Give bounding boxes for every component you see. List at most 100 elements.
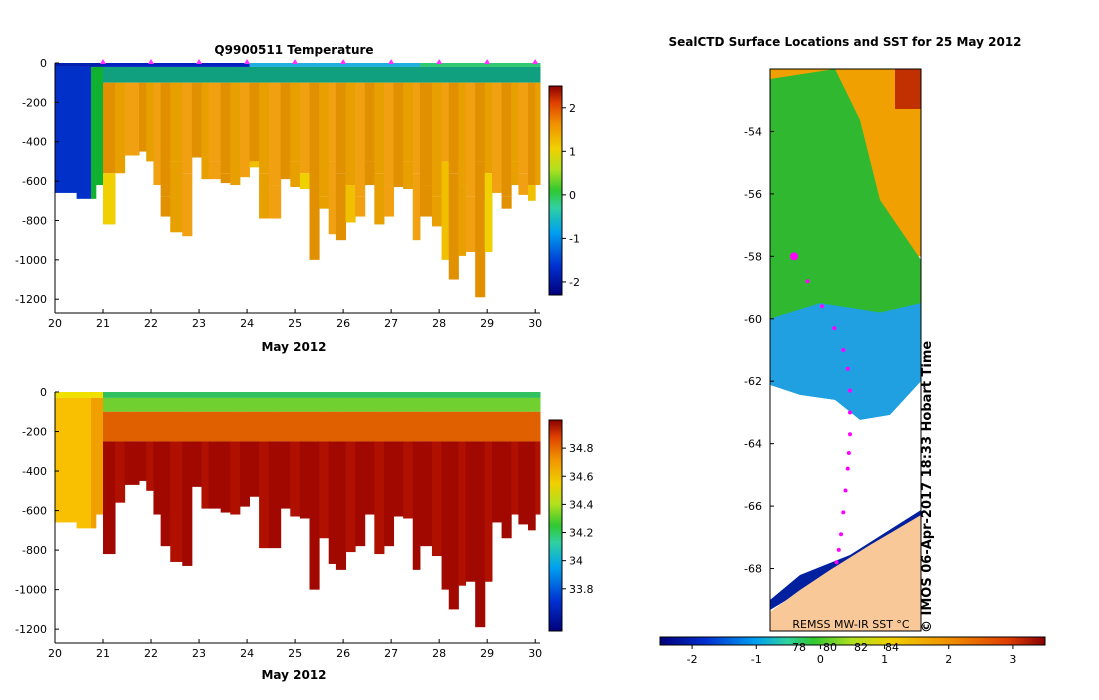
x-tick-label: 30 (528, 647, 542, 660)
y-tick-label: -800 (22, 214, 47, 227)
mid-cell (290, 82, 301, 162)
surface-cell (208, 63, 222, 67)
thermocline-cell (527, 66, 536, 83)
salinity-profiles (55, 392, 541, 628)
mid-cell (208, 82, 222, 162)
thermocline-cell (280, 66, 291, 83)
mid-cell (441, 82, 450, 162)
y-tick-label: 0 (40, 386, 47, 399)
upper-cell (160, 411, 171, 442)
profile-column (115, 392, 126, 503)
surface-cell (374, 392, 385, 398)
surface-cell (124, 63, 140, 67)
mid-cell (527, 82, 536, 186)
thermocline-cell (393, 66, 404, 83)
deep-cell (280, 441, 291, 509)
deep-cell (412, 441, 421, 570)
upper-cell (374, 411, 385, 442)
surface-location-marker (292, 59, 299, 64)
thermocline-cell (491, 66, 503, 83)
seal-location (820, 304, 824, 309)
y-tick-label: -1200 (15, 623, 47, 636)
profile-column (364, 392, 375, 515)
profile-column (239, 392, 250, 507)
deep-cell (299, 441, 311, 519)
mid-cell (458, 82, 467, 186)
profile-column (345, 392, 356, 553)
seal-location (848, 410, 852, 415)
deep-cell (383, 185, 395, 217)
sst-field (770, 69, 921, 631)
mid-cell (268, 82, 282, 186)
temperature-colorbar-ticks: -2 -1 0 1 2 (562, 102, 580, 289)
mid-cell (103, 82, 116, 174)
thermocline-cell (220, 66, 231, 83)
mid-cell (475, 82, 486, 162)
upper-cell (518, 411, 529, 442)
mid-cell (91, 66, 97, 199)
surface-cell (383, 63, 395, 67)
x-tick-label: 20 (48, 317, 62, 330)
upper-cell (412, 411, 421, 442)
mid-cell (335, 82, 347, 174)
seal-location (848, 388, 852, 393)
surface-cell (403, 392, 414, 398)
mid-cell (76, 397, 92, 529)
seal-location (836, 547, 841, 552)
profile-column (268, 63, 282, 219)
halocline-cell (160, 397, 171, 412)
map-axes: -54 -56 -58 -60 -62 -64 -66 -68 (744, 68, 922, 632)
surface-cell (441, 63, 450, 67)
profile-column (319, 63, 330, 209)
surface-cell (201, 392, 210, 398)
upper-cell (319, 411, 330, 442)
thermocline-cell (139, 66, 147, 83)
profile-column (465, 392, 476, 582)
surface-cell (364, 392, 375, 398)
x-tick-label: 30 (528, 317, 542, 330)
upper-cell (335, 411, 347, 442)
x-tick-label: 23 (192, 317, 206, 330)
surface-cell (335, 63, 347, 67)
upper-cell (170, 411, 183, 442)
profile-column (160, 392, 171, 547)
mid-cell (448, 82, 459, 174)
deep-cell (364, 161, 375, 186)
upper-cell (259, 411, 270, 442)
deep-cell (465, 441, 476, 582)
temperature-axes: 20 21 22 23 24 25 26 27 28 29 30 0 -200 -400 -600 -800 -… (15, 57, 542, 330)
halocline-cell (441, 397, 450, 412)
thermocline-cell (208, 66, 222, 83)
thermocline-cell (124, 66, 140, 83)
deep-cell (374, 173, 385, 225)
upper-cell (208, 411, 222, 442)
halocline-cell (268, 397, 282, 412)
upper-cell (441, 411, 450, 442)
map-source-label: REMSS MW-IR SST °C (792, 618, 910, 631)
halocline-cell (170, 397, 183, 412)
mid-cell (239, 82, 250, 178)
thermocline-cell (535, 66, 541, 83)
profile-column (115, 63, 126, 174)
surface-cell (527, 392, 536, 398)
deep-cell (475, 441, 486, 628)
upper-cell (103, 411, 116, 442)
profile-column (76, 63, 92, 199)
deep-cell (290, 441, 301, 517)
upper-cell (403, 411, 414, 442)
profile-column (319, 392, 330, 539)
surface-cell (115, 63, 126, 67)
deep-cell (335, 173, 347, 241)
thermocline-cell (475, 66, 486, 83)
seal-location (841, 348, 846, 352)
upper-cell (230, 411, 241, 442)
surface-cell (345, 63, 356, 67)
temperature-title: Q9900511 Temperature (214, 43, 373, 57)
sst-cold-band (770, 303, 921, 420)
profile-column (491, 63, 503, 193)
surface-cell (208, 392, 222, 398)
mid-cell (259, 82, 270, 174)
salinity-colorbar-ticks: 33.8 34 34.2 34.4 34.6 34.8 (562, 442, 594, 596)
surface-cell (182, 392, 193, 398)
upper-cell (309, 411, 320, 442)
